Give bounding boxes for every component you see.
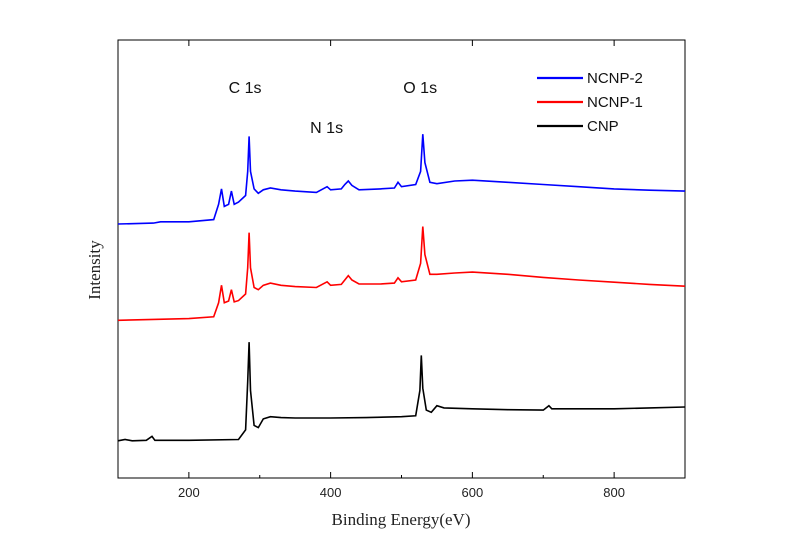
legend-label: NCNP-1	[587, 94, 643, 111]
x-ticks: 200 400 600 800	[117, 40, 686, 500]
series-line-ncnp-2	[117, 134, 686, 225]
peak-annotations: C 1s N 1s O 1s	[229, 80, 437, 137]
x-tick-label: 200	[178, 485, 200, 500]
legend-label: NCNP-2	[587, 70, 643, 87]
peak-label: C 1s	[229, 80, 262, 97]
x-tick-label: 400	[320, 485, 342, 500]
x-tick-label: 800	[603, 485, 625, 500]
legend-label: CNP	[587, 118, 619, 135]
series-layer	[117, 134, 686, 442]
x-axis-title: Binding Energy(eV)	[332, 510, 471, 529]
peak-label: O 1s	[403, 80, 437, 97]
series-line-cnp	[117, 342, 686, 442]
series-line-ncnp-1	[117, 226, 686, 322]
x-tick-label: 600	[462, 485, 484, 500]
legend: NCNP-2 NCNP-1 CNP	[537, 70, 643, 135]
peak-label: N 1s	[310, 120, 343, 137]
y-axis-title: Intensity	[85, 240, 104, 300]
